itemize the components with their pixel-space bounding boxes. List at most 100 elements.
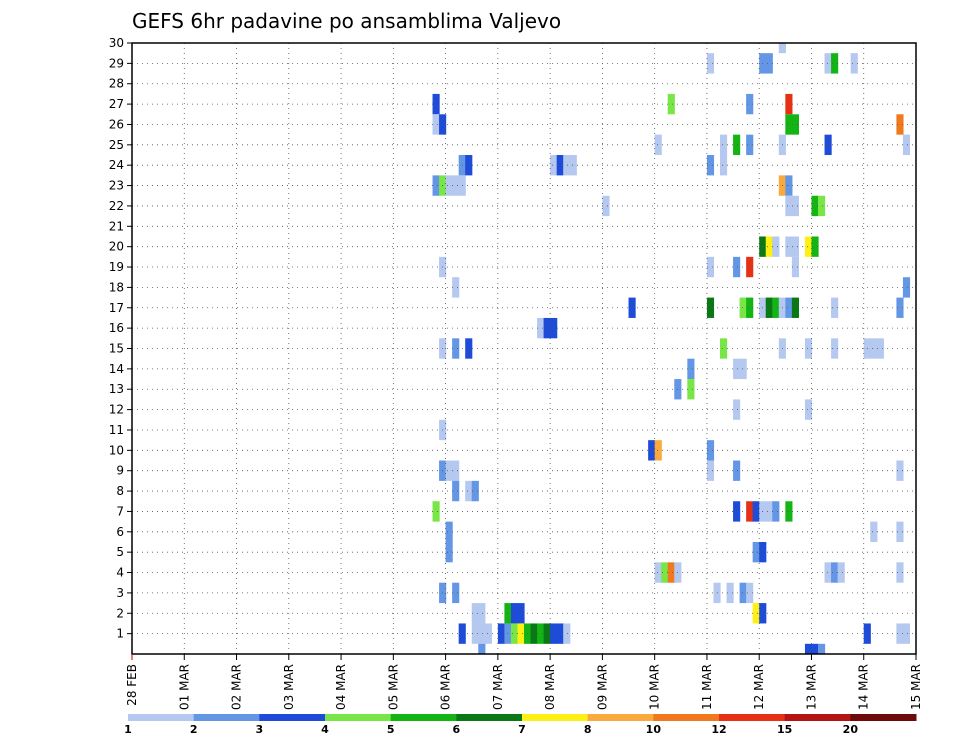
heatmap-cell: [896, 114, 904, 135]
heatmap-cell: [510, 623, 519, 644]
colorbar-swatch: [193, 714, 260, 721]
heatmap-cell: [687, 358, 695, 380]
y-tick-label: 1: [116, 627, 124, 641]
heatmap-cell: [537, 317, 545, 339]
heatmap-cell: [720, 338, 728, 359]
heatmap-cell: [720, 134, 728, 156]
heatmap-cell: [837, 562, 845, 583]
heatmap-cell: [733, 399, 741, 420]
colorbar-swatch: [653, 714, 720, 721]
heatmap-cell: [896, 521, 904, 542]
heatmap-cell: [556, 155, 564, 176]
x-tick-label: 11 MAR: [700, 664, 714, 710]
heatmap-cell: [902, 277, 911, 298]
heatmap-cell: [765, 53, 773, 74]
y-tick-label: 15: [109, 342, 124, 356]
heatmap-cell: [752, 603, 760, 624]
heatmap-cell: [445, 541, 453, 563]
y-tick-label: 27: [109, 97, 124, 111]
colorbar-label: 1: [124, 723, 132, 736]
heatmap-cell: [478, 643, 486, 654]
heatmap-cell: [556, 623, 564, 644]
colorbar-label: 3: [256, 723, 264, 736]
colorbar-label: 12: [711, 723, 726, 736]
heatmap-cell: [831, 53, 839, 74]
heatmap-cell: [896, 623, 904, 644]
y-tick-label: 22: [109, 199, 124, 213]
heatmap-cell: [791, 297, 799, 318]
heatmap-cell: [445, 521, 453, 542]
colorbar-swatch: [587, 714, 654, 721]
heatmap-cell: [739, 582, 747, 604]
x-axis: 28 FEB 01 MAR 02 MAR 03 MAR 04 MAR 05 MAR 06 M…: [125, 654, 923, 710]
y-tick-label: 12: [109, 403, 124, 417]
y-tick-label: 20: [109, 240, 124, 254]
colorbar-label: 15: [777, 723, 792, 736]
colorbar-label: 8: [584, 723, 592, 736]
heatmap-cell: [497, 623, 505, 644]
heatmap-cell: [465, 155, 473, 176]
heatmap-cell: [804, 236, 813, 257]
x-tick-label: 12 MAR: [752, 664, 766, 710]
heatmap-cell: [517, 603, 525, 624]
heatmap-cell: [432, 93, 440, 115]
y-tick-label: 14: [109, 362, 124, 376]
heatmap-cell: [804, 399, 813, 420]
heatmap-cell: [811, 236, 819, 257]
x-tick-label: 04 MAR: [334, 664, 348, 710]
colorbar-label: 5: [387, 723, 395, 736]
heatmap-cell: [550, 317, 558, 339]
heatmap-cell: [850, 53, 858, 74]
heatmap-cell: [452, 480, 460, 502]
x-tick-label: 09 MAR: [595, 664, 609, 710]
heatmap-cells: [432, 43, 911, 654]
heatmap-cell: [733, 256, 741, 278]
colorbar-swatch: [128, 714, 195, 721]
x-tick-label: 14 MAR: [857, 664, 871, 710]
heatmap-cell: [746, 582, 754, 604]
heatmap-cell: [687, 379, 695, 400]
x-tick-label: 01 MAR: [177, 664, 191, 710]
y-tick-label: 5: [116, 545, 124, 559]
heatmap-cell: [818, 195, 826, 217]
heatmap-cell: [896, 297, 904, 318]
heatmap-cell: [452, 460, 460, 481]
heatmap-cell: [785, 195, 793, 217]
y-tick-label: 18: [109, 280, 124, 294]
heatmap-cell: [432, 501, 440, 522]
colorbar-swatch: [259, 714, 326, 721]
x-tick-label: 28 FEB: [125, 664, 139, 706]
heatmap-cell: [720, 155, 728, 176]
heatmap-cell: [804, 643, 813, 654]
heatmap-cell: [746, 256, 754, 278]
heatmap-cell: [510, 603, 519, 624]
heatmap-cell: [739, 297, 747, 318]
y-tick-label: 13: [109, 382, 124, 396]
heatmap-cell: [778, 43, 786, 54]
y-tick-label: 26: [109, 117, 124, 131]
y-tick-label: 10: [109, 443, 124, 457]
heatmap-cell: [831, 338, 839, 359]
x-tick-label: 15 MAR: [909, 664, 923, 710]
colorbar-swatch: [456, 714, 523, 721]
y-tick-label: 29: [109, 56, 124, 70]
heatmap-cell: [465, 480, 473, 502]
heatmap-cell: [602, 195, 610, 217]
heatmap-cell: [706, 440, 715, 461]
heatmap-cell: [772, 501, 780, 522]
heatmap-cell: [791, 256, 799, 278]
heatmap-cell: [791, 236, 799, 257]
heatmap-cell: [484, 623, 492, 644]
heatmap-cell: [445, 460, 453, 481]
heatmap-cell: [765, 501, 773, 522]
colorbar-swatch: [719, 714, 786, 721]
heatmap-cell: [478, 603, 486, 624]
heatmap-cell: [733, 460, 741, 481]
heatmap-cell: [667, 562, 675, 583]
colorbar-swatch: [784, 714, 851, 721]
heatmap-cell: [432, 175, 440, 196]
heatmap-cell: [648, 440, 656, 461]
heatmap-cell: [432, 114, 440, 135]
heatmap-cell: [654, 562, 662, 583]
heatmap-cell: [824, 562, 832, 583]
